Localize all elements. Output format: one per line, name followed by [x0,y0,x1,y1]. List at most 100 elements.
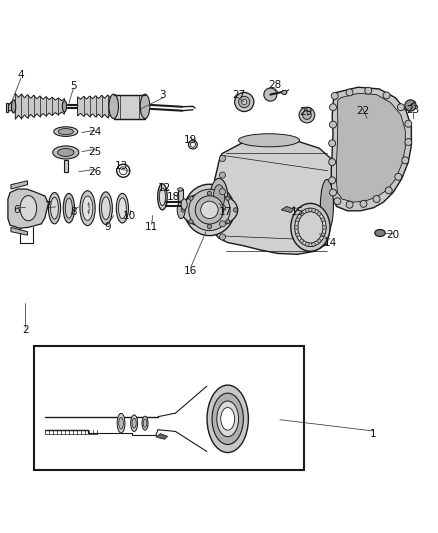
Circle shape [311,208,315,212]
Circle shape [299,107,315,123]
Circle shape [311,243,315,246]
Polygon shape [156,434,168,439]
Ellipse shape [212,393,244,445]
Circle shape [328,140,336,147]
Ellipse shape [195,196,223,224]
Polygon shape [8,101,12,111]
Text: 15: 15 [291,207,304,217]
Circle shape [397,104,404,111]
Circle shape [331,92,338,99]
Text: 13: 13 [114,161,128,172]
Circle shape [385,187,392,194]
Ellipse shape [213,184,225,209]
Text: 3: 3 [159,90,166,100]
Text: 5: 5 [70,81,77,91]
Text: 12: 12 [158,183,171,193]
Polygon shape [78,94,114,118]
Circle shape [321,218,325,222]
Ellipse shape [50,197,58,219]
Ellipse shape [54,127,78,136]
Text: 2: 2 [22,325,28,335]
Text: 7: 7 [44,200,50,211]
Ellipse shape [295,208,326,246]
Circle shape [317,212,321,216]
Polygon shape [114,94,145,118]
Circle shape [296,233,300,237]
Ellipse shape [102,197,110,220]
Ellipse shape [210,179,228,215]
Circle shape [395,173,402,180]
Circle shape [189,220,193,224]
Ellipse shape [62,101,67,112]
Ellipse shape [184,184,234,236]
Circle shape [360,200,367,207]
Ellipse shape [142,416,148,430]
Ellipse shape [178,188,183,191]
Polygon shape [331,87,411,211]
Text: 23: 23 [406,105,419,115]
Circle shape [405,139,412,146]
Circle shape [219,172,226,178]
Ellipse shape [321,180,333,232]
Ellipse shape [99,192,113,224]
Circle shape [219,205,226,211]
Circle shape [346,201,353,208]
Circle shape [226,196,230,200]
Ellipse shape [181,199,187,209]
Ellipse shape [282,90,287,94]
Ellipse shape [132,418,136,428]
Polygon shape [214,140,333,254]
Ellipse shape [48,192,60,224]
Text: 20: 20 [386,230,399,240]
Circle shape [405,100,416,111]
Ellipse shape [58,128,74,135]
Circle shape [321,233,325,237]
Text: 22: 22 [356,106,369,116]
Circle shape [405,120,412,127]
Circle shape [219,156,226,161]
Ellipse shape [117,414,125,433]
Text: 1: 1 [370,429,377,439]
Text: 17: 17 [219,207,232,217]
Circle shape [328,177,336,184]
Ellipse shape [53,146,79,159]
Ellipse shape [20,196,37,221]
Circle shape [373,196,380,203]
Circle shape [207,224,212,229]
Ellipse shape [298,212,323,243]
Polygon shape [6,103,8,112]
Text: 9: 9 [105,222,111,232]
Circle shape [317,239,321,243]
Circle shape [207,191,212,196]
Circle shape [300,212,304,216]
Ellipse shape [375,230,385,237]
Circle shape [305,243,309,246]
Circle shape [226,220,230,224]
Ellipse shape [80,191,95,225]
Circle shape [242,99,247,104]
Text: 8: 8 [70,207,77,217]
Ellipse shape [63,193,74,223]
Ellipse shape [158,184,167,210]
Circle shape [329,121,336,128]
Ellipse shape [131,415,138,431]
Circle shape [181,208,185,212]
Circle shape [365,87,372,94]
Circle shape [219,234,226,240]
Circle shape [329,104,336,111]
Bar [64,160,68,173]
Circle shape [294,225,298,229]
Polygon shape [11,228,28,235]
Ellipse shape [116,193,128,223]
Ellipse shape [239,134,300,147]
Circle shape [233,208,238,212]
Ellipse shape [57,149,74,156]
Text: 26: 26 [88,167,102,176]
Text: 24: 24 [88,127,102,138]
Circle shape [334,198,341,205]
Ellipse shape [118,198,126,219]
Ellipse shape [143,419,147,427]
Circle shape [264,88,277,101]
Text: 10: 10 [123,212,136,221]
Text: 14: 14 [323,238,337,247]
